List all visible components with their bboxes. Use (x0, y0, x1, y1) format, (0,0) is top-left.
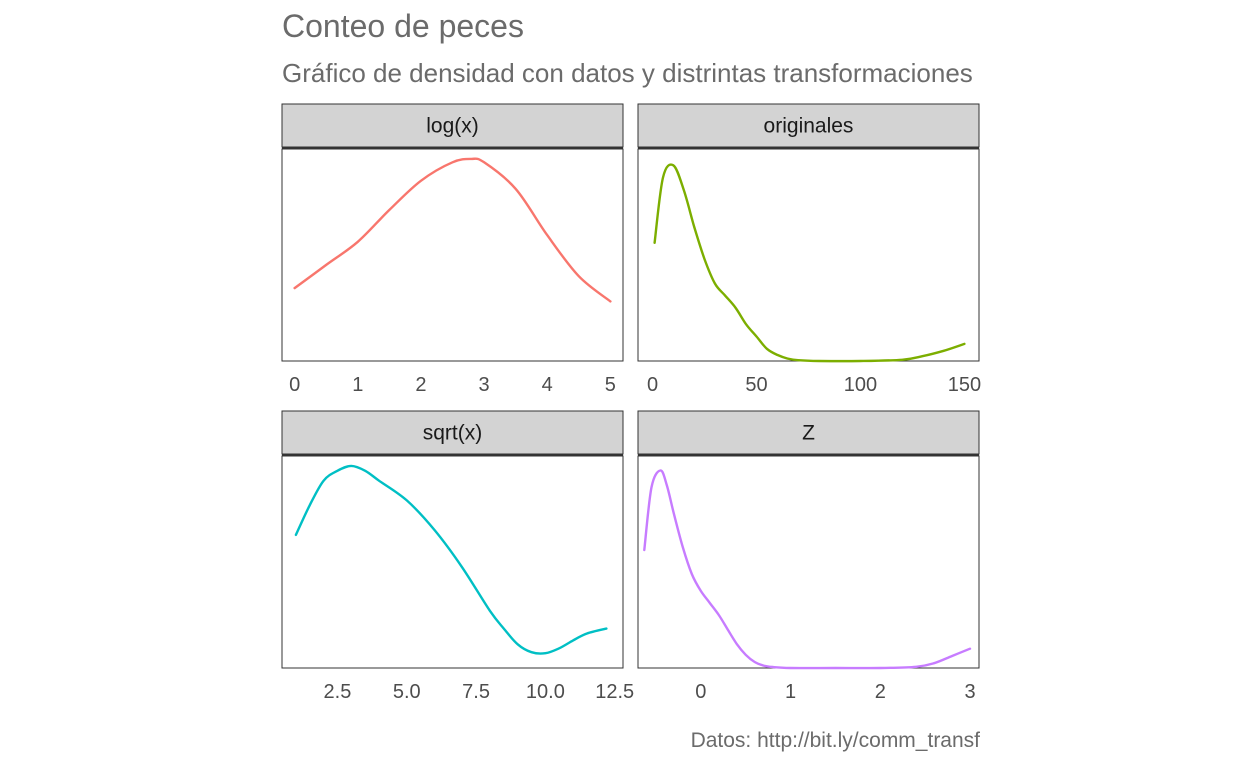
x-tick-label: 0 (289, 374, 300, 396)
x-tick-label: 3 (479, 374, 490, 396)
x-tick-label: 0 (695, 681, 706, 703)
x-tick-label: 1 (785, 681, 796, 703)
x-tick-label: 0 (647, 374, 658, 396)
x-tick-label: 10.0 (526, 681, 565, 703)
density-line (294, 464, 608, 655)
panel-border (637, 148, 980, 362)
panel-border (281, 148, 624, 362)
chart-caption: Datos: http://bit.ly/comm_transf (690, 729, 980, 752)
x-tick-label: 12.5 (595, 681, 634, 703)
x-tick-label: 3 (964, 681, 975, 703)
density-line (293, 157, 612, 303)
panel-border (281, 455, 624, 669)
x-tick-label: 100 (844, 374, 877, 396)
x-tick-label: 4 (542, 374, 553, 396)
facet-panel-1: log(x) 0 1 2 3 4 5 (281, 103, 624, 396)
facet-panel-2: originales 0 50 100 150 (637, 103, 981, 396)
x-tick-label: 1 (352, 374, 363, 396)
chart-title: Conteo de peces (282, 8, 524, 44)
facet-panel-3: sqrt(x) 2.5 5.0 7.5 10.0 12.5 (281, 410, 634, 703)
facet-panel-4: Z 0 1 2 3 (637, 410, 980, 703)
facet-strip-label: Z (802, 422, 815, 445)
facet-strip (637, 103, 980, 148)
chart-subtitle: Gráfico de densidad con datos y distrint… (282, 58, 973, 88)
x-tick-label: 150 (948, 374, 981, 396)
facet-strip-label: originales (764, 115, 854, 138)
x-tick-label: 50 (745, 374, 767, 396)
facet-strip-label: log(x) (426, 115, 479, 138)
facet-strip-label: sqrt(x) (423, 422, 483, 445)
facet-strip (637, 410, 980, 455)
density-line (653, 163, 966, 363)
panel-border (637, 455, 980, 669)
x-tick-label: 7.5 (462, 681, 490, 703)
x-tick-label: 5.0 (393, 681, 421, 703)
x-tick-label: 2.5 (324, 681, 352, 703)
x-tick-label: 2 (415, 374, 426, 396)
x-tick-label: 2 (875, 681, 886, 703)
x-tick-label: 5 (605, 374, 616, 396)
density-line (643, 469, 972, 670)
